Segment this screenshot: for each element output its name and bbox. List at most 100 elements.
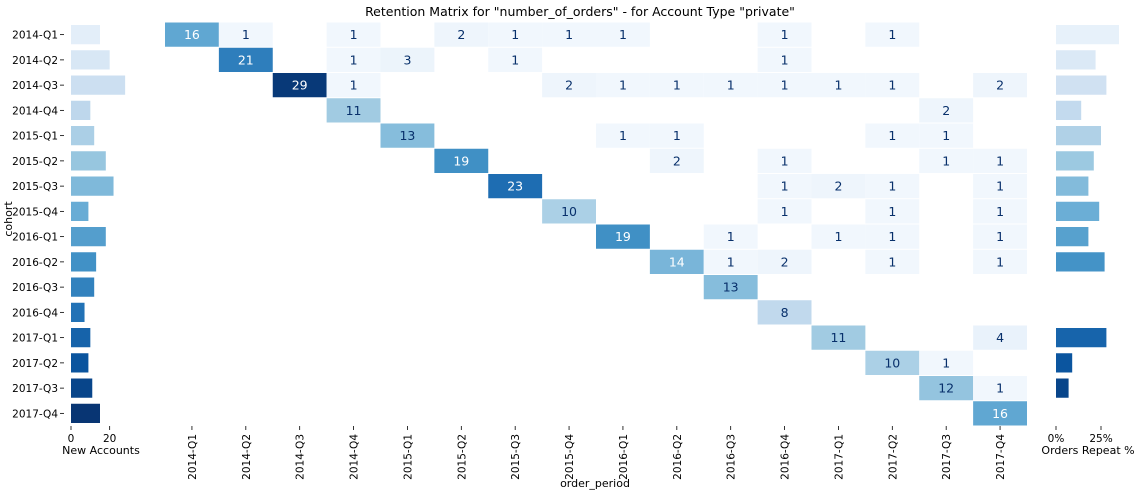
heatmap-cell xyxy=(596,22,650,47)
new-accounts-bars xyxy=(71,25,126,423)
cohort-tick-labels: 2014-Q1 2014-Q2 2014-Q3 2014-Q4 2015-Q1 2015-… xyxy=(12,30,64,420)
orders-repeat-bar xyxy=(1056,100,1082,120)
heatmap-cell xyxy=(757,73,812,98)
cell-value-label: 2 xyxy=(781,254,789,269)
orders-repeat-bar xyxy=(1056,50,1096,70)
period-tick-label: 2014-Q3 xyxy=(295,434,307,480)
orders-repeat-bar xyxy=(1056,378,1069,398)
cell-value-label: 1 xyxy=(619,27,627,42)
period-tick-label: 2017-Q2 xyxy=(887,434,899,480)
heatmap-cell xyxy=(757,300,812,325)
heatmap-cell xyxy=(973,376,1027,401)
new-accounts-bar xyxy=(71,403,100,423)
cell-value-label: 1 xyxy=(350,27,358,42)
new-accounts-tick-label: 20 xyxy=(103,433,116,445)
heatmap-cell xyxy=(919,98,974,123)
orders-repeat-bar xyxy=(1056,227,1089,247)
heatmap-cell xyxy=(380,123,435,148)
heatmap-cell xyxy=(973,224,1027,249)
y-axis-label: cohort xyxy=(2,201,15,237)
cell-value-label: 1 xyxy=(511,27,519,42)
cell-value-label: 3 xyxy=(403,52,411,67)
cohort-tick-label: 2016-Q1 xyxy=(12,232,58,244)
cell-value-label: 11 xyxy=(346,103,362,118)
heatmap-cell xyxy=(865,174,920,199)
new-accounts-bar xyxy=(71,50,110,70)
cell-value-label: 1 xyxy=(888,204,896,219)
cell-value-label: 1 xyxy=(781,153,789,168)
cohort-tick-label: 2017-Q3 xyxy=(12,383,58,395)
cell-value-label: 1 xyxy=(565,27,573,42)
period-tick-label: 2016-Q3 xyxy=(726,434,738,480)
heatmap-cell xyxy=(703,275,758,300)
cell-value-label: 1 xyxy=(673,128,681,143)
cell-value-label: 1 xyxy=(996,381,1004,396)
heatmap-cell xyxy=(811,224,866,249)
period-tick-label: 2016-Q1 xyxy=(618,434,630,480)
cell-value-label: 1 xyxy=(996,153,1004,168)
cohort-tick-label: 2014-Q1 xyxy=(12,30,58,42)
cell-value-label: 1 xyxy=(781,78,789,93)
cell-value-label: 10 xyxy=(561,204,577,219)
orders-repeat-bar xyxy=(1056,176,1089,196)
new-accounts-bar xyxy=(71,25,100,45)
orders-repeat-bar xyxy=(1056,328,1107,348)
orders-repeat-bar xyxy=(1056,75,1107,95)
new-accounts-bar xyxy=(71,353,89,373)
cohort-tick-label: 2014-Q2 xyxy=(12,55,58,67)
cell-value-label: 1 xyxy=(996,229,1004,244)
new-accounts-bar xyxy=(71,100,91,120)
period-tick-label: 2017-Q4 xyxy=(995,434,1007,480)
cell-value-label: 1 xyxy=(888,128,896,143)
cohort-tick-label: 2015-Q4 xyxy=(12,206,58,218)
cell-value-label: 1 xyxy=(511,52,519,67)
cell-value-label: 1 xyxy=(727,78,735,93)
x-axis-label: order_period xyxy=(560,477,630,490)
period-tick-label: 2014-Q1 xyxy=(187,434,199,480)
cell-value-label: 1 xyxy=(996,254,1004,269)
heatmap-cell xyxy=(973,73,1027,98)
heatmap-cell xyxy=(757,22,812,47)
heatmap-cell xyxy=(865,22,920,47)
heatmap-cell xyxy=(434,148,489,173)
new-accounts-axis: 0 20 xyxy=(68,426,116,445)
heatmap-cell xyxy=(973,174,1027,199)
cell-value-label: 1 xyxy=(996,179,1004,194)
cell-value-label: 2 xyxy=(565,78,573,93)
period-tick-label: 2017-Q3 xyxy=(941,434,953,480)
new-accounts-bar xyxy=(71,151,106,171)
orders-repeat-label: Orders Repeat % xyxy=(1041,444,1134,457)
cohort-tick-label: 2014-Q3 xyxy=(12,80,58,92)
cell-value-label: 1 xyxy=(781,179,789,194)
heatmap-cell xyxy=(326,22,381,47)
cell-value-label: 21 xyxy=(238,52,254,67)
cell-value-label: 1 xyxy=(888,229,896,244)
cell-value-label: 12 xyxy=(938,381,954,396)
heatmap-cell xyxy=(488,174,543,199)
heatmap-cell xyxy=(865,73,920,98)
heatmap-cell xyxy=(596,224,650,249)
period-tick-label: 2016-Q4 xyxy=(780,434,792,480)
cell-value-label: 2 xyxy=(942,103,950,118)
period-tick-label: 2017-Q1 xyxy=(833,434,845,480)
orders-repeat-bar xyxy=(1056,126,1101,146)
cell-value-label: 29 xyxy=(292,78,308,93)
heatmap-cell xyxy=(973,401,1027,426)
new-accounts-bar xyxy=(71,277,95,297)
cell-value-label: 2 xyxy=(996,78,1004,93)
cell-value-label: 2 xyxy=(673,153,681,168)
heatmap-cell xyxy=(865,350,920,375)
orders-repeat-bar xyxy=(1056,252,1105,272)
heatmap-cell xyxy=(326,47,381,72)
cohort-tick-label: 2016-Q4 xyxy=(12,307,58,319)
cell-value-label: 2 xyxy=(457,27,465,42)
period-tick-label: 2016-Q2 xyxy=(672,434,684,480)
heatmap-cell xyxy=(811,174,866,199)
cell-value-label: 1 xyxy=(888,254,896,269)
cell-value-label: 13 xyxy=(399,128,415,143)
period-tick-label: 2015-Q1 xyxy=(402,434,414,480)
cohort-tick-label: 2017-Q1 xyxy=(12,333,58,345)
cell-value-label: 1 xyxy=(619,128,627,143)
heatmap-cell xyxy=(757,199,812,224)
cell-value-label: 19 xyxy=(615,229,631,244)
